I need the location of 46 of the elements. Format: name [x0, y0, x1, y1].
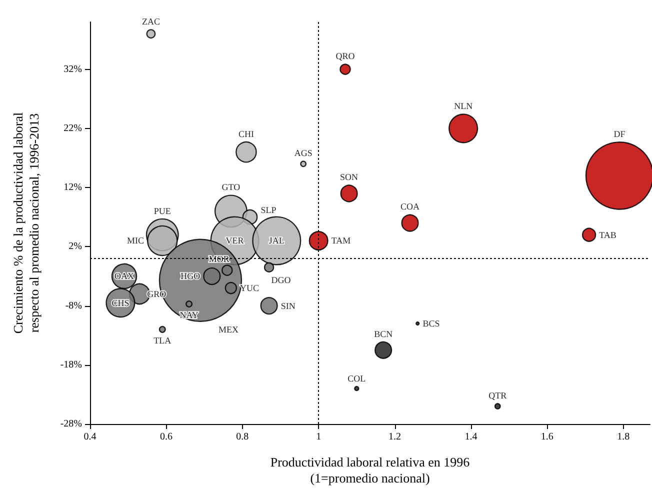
x-tick-label: 1 — [316, 432, 322, 442]
series-label: SON — [340, 172, 359, 182]
y-tick-label: 12% — [64, 182, 82, 194]
series-label: MIC — [126, 236, 144, 246]
series-label: MEX — [218, 324, 239, 334]
y-axis-title: Crecimiento % de la productividad laboral respecto al promedio nacional, 1996-2013 — [10, 112, 42, 334]
series-label: BCN — [374, 328, 394, 339]
x-axis-title: Productividad laboral relativa en 1996 (1=promedio nacional) — [270, 454, 470, 486]
series-label: DF — [614, 129, 626, 140]
series-label: HGO — [180, 271, 201, 282]
y-tick-label: 32% — [64, 64, 82, 75]
y-tick-label: 2% — [68, 241, 82, 252]
series-label: AGS — [294, 148, 312, 158]
series-label: BCS — [422, 318, 440, 328]
series-label: CHS — [112, 298, 130, 308]
y-tick-label: -8% — [65, 300, 82, 312]
x-tick-label: 1.2 — [388, 432, 402, 442]
x-tick-label: 1.4 — [464, 432, 478, 442]
series-label: QRO — [336, 51, 356, 62]
series-label: CHI — [238, 128, 254, 139]
y-tick-label: -28% — [60, 418, 82, 430]
x-tick-label: 0.6 — [160, 432, 172, 442]
series-label: DGO — [271, 274, 292, 285]
series-label: ZAC — [142, 16, 160, 27]
series-label: OAX — [114, 271, 135, 282]
series-label: COA — [400, 202, 420, 212]
series-label: TAM — [331, 236, 351, 246]
x-tick-label: 0.8 — [236, 432, 249, 442]
series-label: JAL — [268, 236, 284, 246]
series-label: PUE — [154, 206, 172, 216]
series-label: GTO — [222, 182, 241, 192]
x-tick-label: 0.4 — [84, 432, 96, 442]
y-tick-label: -18% — [60, 359, 82, 370]
series-label: MOR — [208, 254, 230, 264]
series-label: VER — [226, 236, 244, 246]
x-tick-label: 1.8 — [617, 432, 630, 442]
series-label: NLN — [454, 101, 474, 112]
series-label: TLA — [154, 335, 172, 346]
y-tick-label: 22% — [64, 122, 82, 134]
series-label: NAY — [180, 310, 199, 320]
series-label: QTR — [488, 390, 507, 401]
series-label: COL — [348, 373, 366, 384]
series-label: SIN — [280, 300, 296, 311]
series-label: TAB — [599, 230, 616, 240]
x-tick-label: 1.6 — [540, 432, 554, 442]
series-label: SLP — [260, 205, 276, 216]
